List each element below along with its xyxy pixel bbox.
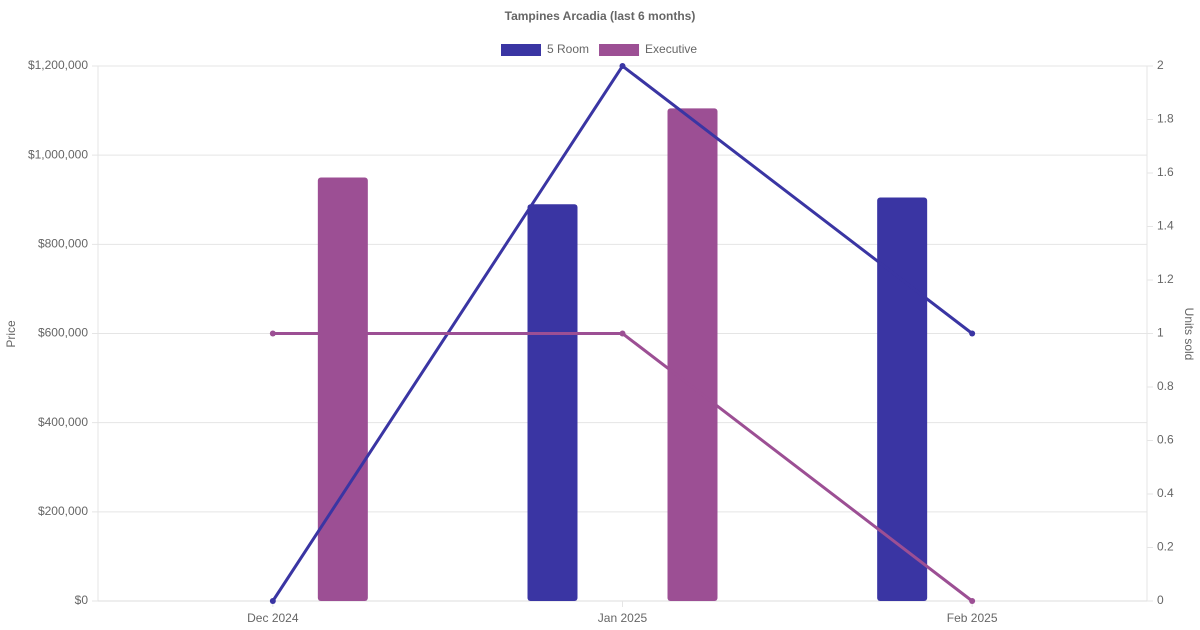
point: [619, 63, 626, 69]
legend-swatch: [501, 44, 541, 56]
y-tick-label: $200,000: [38, 504, 88, 518]
legend-swatch: [599, 44, 640, 56]
point: [619, 330, 626, 337]
y2-tick-label: 0: [1157, 593, 1164, 607]
legend-label: 5 Room: [547, 42, 589, 56]
y2-tick-label: 0.2: [1157, 540, 1174, 554]
y2-tick-label: 0.4: [1157, 486, 1174, 500]
x-tick-label: Dec 2024: [247, 611, 299, 625]
y2-tick-label: 1.2: [1157, 272, 1174, 286]
y-tick-label: $1,000,000: [28, 147, 88, 161]
y2-axis-title: Units sold: [1182, 308, 1196, 361]
y2-tick-label: 1.4: [1157, 219, 1174, 233]
y-tick-label: $1,200,000: [28, 58, 88, 72]
y-tick-label: $0: [75, 593, 89, 607]
y2-tick-label: 2: [1157, 58, 1164, 72]
chart-title: Tampines Arcadia (last 6 months): [505, 9, 696, 23]
y-tick-label: $400,000: [38, 415, 88, 429]
y2-tick-label: 0.6: [1157, 433, 1174, 447]
x-tick-label: Feb 2025: [947, 611, 998, 625]
point: [269, 598, 276, 604]
bar: [527, 204, 578, 602]
y2-tick-label: 1.8: [1157, 112, 1174, 126]
y-tick-label: $600,000: [38, 326, 88, 340]
bar: [317, 177, 368, 602]
y-tick-label: $800,000: [38, 237, 88, 251]
legend-label: Executive: [645, 42, 697, 56]
y2-tick-label: 0.8: [1157, 379, 1174, 393]
bar: [667, 108, 718, 602]
point: [969, 330, 976, 337]
y2-tick-label: 1: [1157, 326, 1164, 340]
x-tick-label: Jan 2025: [598, 611, 648, 625]
point: [969, 598, 976, 604]
y2-tick-label: 1.6: [1157, 165, 1174, 179]
bar: [877, 197, 928, 602]
point: [269, 330, 276, 337]
y-axis-title: Price: [4, 320, 18, 348]
line: [272, 332, 974, 603]
